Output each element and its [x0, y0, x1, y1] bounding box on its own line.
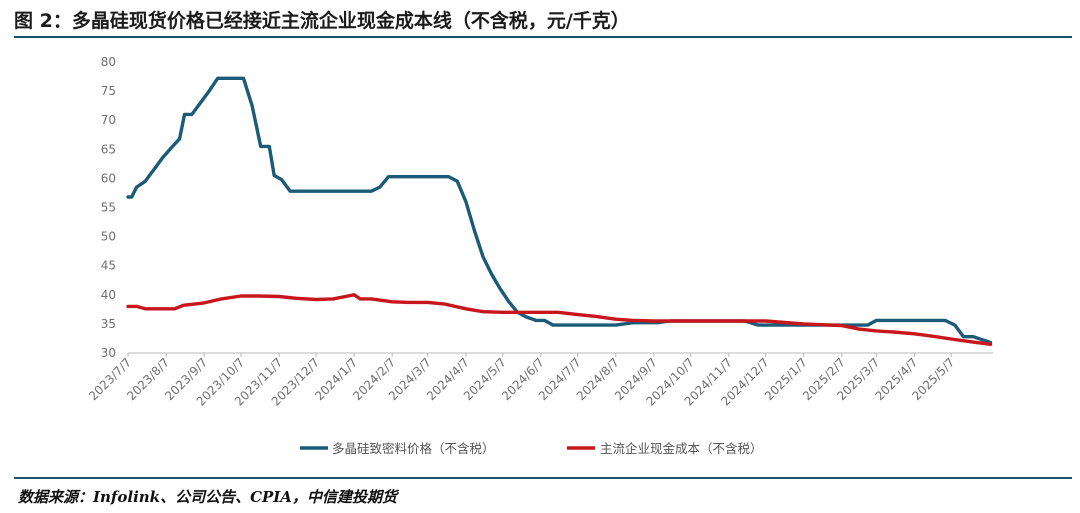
y-tick-label: 50 — [101, 230, 116, 244]
top-divider — [14, 36, 1072, 38]
data-source-note: 数据来源：Infolink、公司公告、CPIA，中信建投期货 — [18, 488, 397, 506]
cash-cost-line — [126, 293, 993, 346]
y-tick-label: 30 — [101, 346, 116, 360]
y-tick-label: 55 — [101, 201, 116, 215]
chart-title: 图 2：多晶硅现货价格已经接近主流企业现金成本线（不含税，元/千克） — [14, 10, 630, 32]
legend: 多晶硅致密料价格（不含税） 主流企业现金成本（不含税） — [300, 441, 763, 456]
legend-label: 主流企业现金成本（不含税） — [600, 441, 763, 456]
polysilicon-price-line — [126, 76, 993, 345]
y-tick-label: 35 — [101, 317, 116, 331]
x-axis: 2023/7/72023/8/72023/9/72023/10/72023/11… — [86, 352, 993, 409]
y-tick-label: 75 — [101, 84, 116, 98]
y-tick-label: 65 — [101, 142, 116, 156]
y-tick-label: 60 — [101, 171, 116, 185]
bottom-divider — [14, 477, 1072, 479]
series-lines — [126, 76, 993, 346]
legend-label: 多晶硅致密料价格（不含税） — [332, 441, 495, 456]
y-tick-label: 80 — [101, 55, 116, 69]
y-tick-label: 40 — [101, 288, 116, 302]
y-axis: 30 35 40 45 50 55 60 65 70 75 80 — [101, 55, 116, 360]
y-tick-label: 70 — [101, 113, 116, 127]
y-tick-label: 45 — [101, 259, 116, 273]
